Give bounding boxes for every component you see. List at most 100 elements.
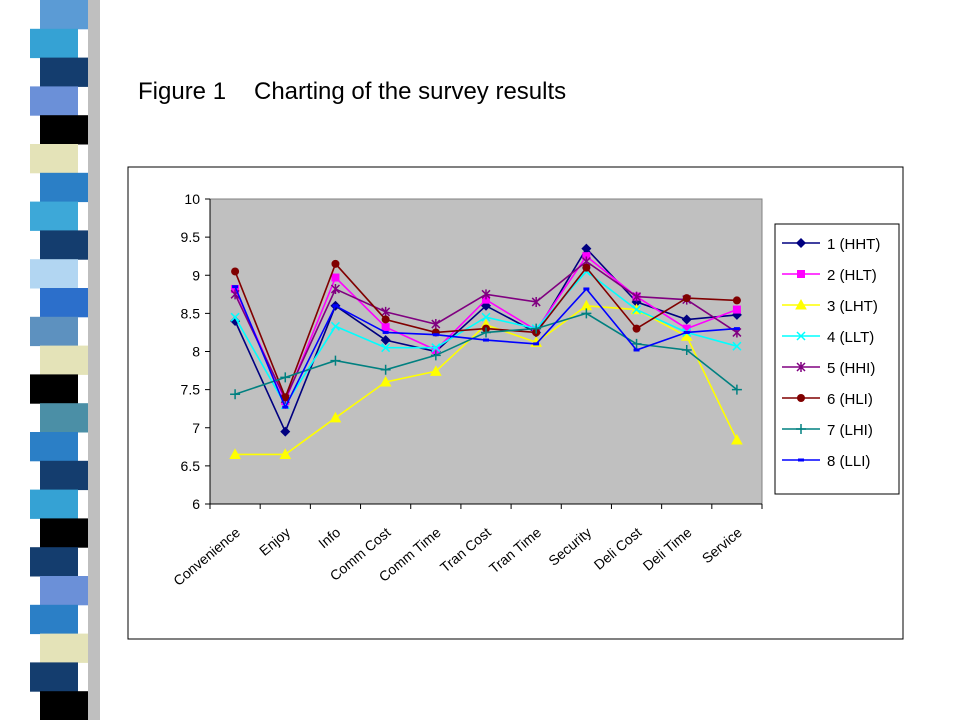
point-marker bbox=[732, 341, 742, 351]
point-marker bbox=[230, 389, 241, 400]
point-marker bbox=[531, 323, 542, 334]
stripe-block bbox=[30, 662, 78, 692]
stripe-block bbox=[30, 28, 78, 59]
point-marker bbox=[381, 323, 390, 332]
point-marker bbox=[379, 375, 392, 387]
stripe-block bbox=[40, 460, 88, 491]
point-marker bbox=[682, 294, 691, 303]
series-group bbox=[232, 285, 740, 410]
stripe-block bbox=[30, 201, 78, 231]
point-marker bbox=[798, 458, 804, 462]
point-marker bbox=[796, 362, 806, 372]
point-marker bbox=[431, 345, 440, 354]
point-marker bbox=[331, 273, 340, 282]
point-marker bbox=[481, 312, 491, 322]
point-marker bbox=[282, 405, 289, 409]
stripe-block bbox=[30, 86, 78, 116]
stripe-block bbox=[40, 172, 88, 203]
point-marker bbox=[382, 330, 389, 334]
point-marker bbox=[281, 393, 290, 402]
stripe-block bbox=[40, 230, 88, 260]
point-marker bbox=[482, 295, 490, 304]
stripe-block bbox=[40, 0, 88, 30]
legend-entry: 4 (LLT) bbox=[782, 329, 874, 346]
point-marker bbox=[232, 285, 239, 289]
y-tick-label: 10 bbox=[184, 191, 200, 207]
point-marker bbox=[381, 343, 391, 353]
point-marker bbox=[380, 335, 391, 346]
series-group bbox=[230, 308, 742, 400]
point-marker bbox=[797, 270, 805, 278]
stripe-block bbox=[30, 144, 78, 174]
legend: 1 (HHT) 2 (HLT) 3 (LHT) 4 (LLT) 5 (HHI) 6 (HL… bbox=[774, 223, 900, 495]
legend-entry: 5 (HHI) bbox=[782, 360, 875, 377]
y-tick-label: 8.5 bbox=[181, 305, 201, 321]
point-marker bbox=[582, 263, 591, 272]
stripe-block bbox=[40, 57, 88, 87]
point-marker bbox=[797, 394, 805, 402]
point-marker bbox=[796, 238, 806, 248]
point-marker bbox=[331, 259, 340, 268]
stripe-block bbox=[30, 604, 78, 635]
legend-box bbox=[774, 223, 900, 495]
point-marker bbox=[581, 243, 592, 254]
point-marker bbox=[796, 331, 806, 341]
point-marker bbox=[330, 321, 340, 331]
point-marker bbox=[332, 304, 339, 308]
stripe-shadow bbox=[88, 0, 100, 720]
decorative-side-stripe bbox=[30, 0, 100, 720]
point-marker bbox=[330, 283, 340, 294]
y-tick-label: 8 bbox=[192, 344, 200, 360]
point-marker bbox=[682, 324, 691, 333]
point-marker bbox=[431, 319, 441, 330]
y-axis: 6 6.5 7 7.5 8 8.5 9 9.5 10 bbox=[181, 191, 211, 512]
point-marker bbox=[681, 314, 692, 325]
point-marker bbox=[330, 355, 341, 366]
point-marker bbox=[432, 333, 439, 337]
point-marker bbox=[280, 372, 291, 383]
legend-entry: 7 (LHI) bbox=[782, 422, 873, 439]
legend-label: 7 (LHI) bbox=[827, 422, 873, 439]
legend-entry: 1 (HHT) bbox=[782, 236, 880, 253]
point-marker bbox=[429, 365, 442, 376]
point-marker bbox=[632, 324, 641, 333]
series-layer bbox=[229, 243, 743, 459]
point-marker bbox=[430, 350, 441, 361]
legend-label: 1 (HHT) bbox=[827, 236, 880, 253]
y-tick-label: 9.5 bbox=[181, 229, 201, 245]
stripe-block bbox=[30, 374, 78, 404]
legend-entry: 8 (LLI) bbox=[782, 453, 870, 470]
stripe-block bbox=[30, 259, 78, 289]
point-marker bbox=[733, 327, 740, 331]
point-marker bbox=[229, 448, 241, 459]
point-marker bbox=[231, 267, 240, 276]
point-marker bbox=[230, 316, 241, 326]
point-marker bbox=[581, 308, 592, 319]
y-tick-label: 6 bbox=[192, 496, 200, 512]
legend-entry: 2 (HLT) bbox=[782, 267, 877, 284]
stripe-block bbox=[40, 115, 88, 145]
legend-label: 2 (HLT) bbox=[827, 267, 877, 284]
stripe-block bbox=[30, 547, 78, 577]
figure-title: Figure 1 Charting of the survey results bbox=[138, 78, 566, 106]
stripe-block bbox=[30, 432, 78, 462]
plot-area bbox=[209, 198, 763, 505]
y-tick-label: 7 bbox=[192, 420, 200, 436]
point-marker bbox=[279, 448, 292, 459]
legend-entry: 6 (HLI) bbox=[782, 391, 873, 408]
point-marker bbox=[732, 305, 741, 314]
point-marker bbox=[329, 411, 342, 423]
point-marker bbox=[632, 291, 642, 302]
point-marker bbox=[732, 296, 741, 305]
stripe-block bbox=[40, 288, 88, 318]
legend-entry: 3 (LHT) bbox=[782, 298, 878, 315]
point-marker bbox=[631, 338, 642, 349]
stripe-block bbox=[40, 633, 88, 663]
y-tick-label: 9 bbox=[192, 267, 200, 283]
point-marker bbox=[731, 384, 742, 395]
point-marker bbox=[483, 338, 489, 342]
point-marker bbox=[731, 433, 743, 445]
point-marker bbox=[230, 312, 240, 322]
stripe-block bbox=[40, 691, 88, 720]
